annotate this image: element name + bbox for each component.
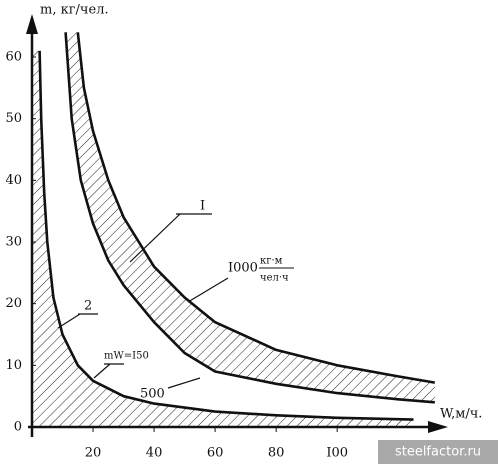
annotation: 2	[84, 299, 92, 314]
y-tick-label: 40	[5, 173, 22, 188]
watermark-box	[378, 440, 498, 464]
x-tick-label: 20	[85, 446, 102, 461]
y-tick-label: 50	[5, 111, 22, 126]
y-tick-label: 20	[5, 296, 22, 311]
x-tick-label: I00	[326, 446, 348, 461]
hatched-area	[32, 50, 414, 427]
y-axis-label: m, кг/чел.	[40, 3, 109, 18]
y-tick-label: 10	[5, 358, 22, 373]
x-tick-label: 60	[207, 446, 224, 461]
y-tick-label: 30	[5, 235, 22, 250]
annotation: mW=I50	[104, 351, 149, 362]
curve	[76, 32, 436, 384]
annotation: I000	[228, 261, 258, 276]
y-tick-label: 60	[5, 50, 22, 65]
curve	[64, 32, 435, 404]
y-tick-label: 0	[14, 420, 22, 435]
y-axis-arrow	[26, 14, 38, 34]
annotation: кг·м	[260, 256, 283, 267]
x-axis-label: W,м/ч.	[440, 407, 482, 422]
annotation: 500	[140, 387, 165, 402]
watermark: steelfactor.ru	[395, 445, 481, 460]
curve	[38, 50, 414, 421]
x-tick-label: 80	[268, 446, 285, 461]
hatched-band	[65, 32, 435, 403]
annotation: I	[200, 199, 205, 214]
annotation: чел·ч	[260, 273, 289, 284]
x-axis-arrow	[428, 421, 448, 433]
x-tick-label: 40	[146, 446, 163, 461]
